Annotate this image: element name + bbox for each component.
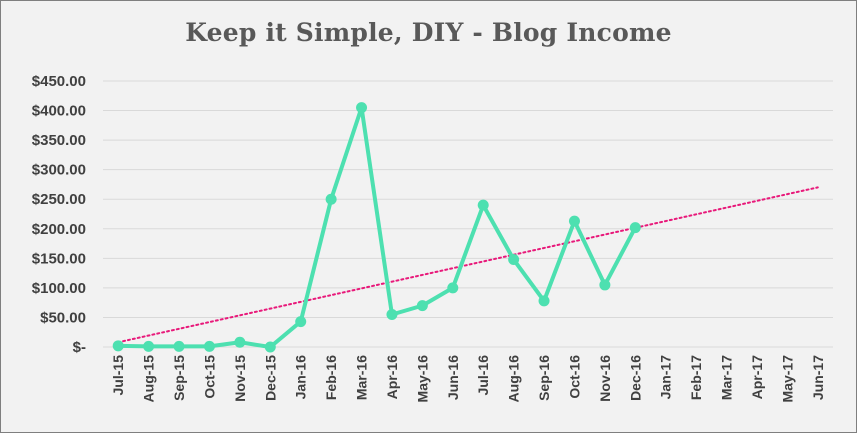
data-point <box>386 308 398 320</box>
series-line <box>116 105 638 349</box>
x-tick-label: Aug-15 <box>141 355 157 403</box>
x-tick-label: Feb-16 <box>323 355 339 400</box>
y-tick-label: $450.00 <box>32 73 86 90</box>
x-tick-label: Sep-15 <box>171 355 187 401</box>
x-tick-label: Jan-17 <box>658 355 674 400</box>
data-point <box>112 340 124 352</box>
y-tick-label: $350.00 <box>32 132 86 149</box>
x-tick-label: Oct-16 <box>566 355 582 399</box>
y-tick-label: $250.00 <box>32 191 86 208</box>
data-point <box>264 341 276 353</box>
x-tick-label: Apr-17 <box>749 355 765 400</box>
data-point <box>538 295 550 307</box>
y-tick-label: $- <box>73 339 86 356</box>
trendline <box>117 186 819 344</box>
y-tick-label: $200.00 <box>32 221 86 238</box>
x-axis: Jul-15 Aug-15 Sep-15 Oct-15 Nov-15 Dec-15 Jan-… <box>110 355 826 403</box>
x-tick-label: Dec-16 <box>627 355 643 401</box>
x-tick-label: Dec-15 <box>262 355 278 401</box>
y-axis: $- $50.00 $100.00 $150.00 $200.00 $250.00 $300… <box>32 73 86 356</box>
trendline-layer <box>117 186 819 344</box>
data-point <box>599 279 611 291</box>
y-tick-label: $150.00 <box>32 250 86 267</box>
x-tick-label: Sep-16 <box>536 355 552 401</box>
x-tick-label: Mar-16 <box>354 355 370 400</box>
gridlines <box>103 80 833 348</box>
x-tick-label: Nov-16 <box>597 355 613 402</box>
x-tick-label: Jun-16 <box>445 355 461 400</box>
chart-title: Keep it Simple, DIY - Blog Income <box>185 18 672 47</box>
data-point <box>568 215 580 227</box>
data-point <box>143 340 155 352</box>
y-tick-label: $300.00 <box>32 162 86 179</box>
x-tick-label: May-16 <box>414 355 430 403</box>
data-point <box>356 102 368 114</box>
data-point <box>203 340 215 352</box>
data-point <box>629 222 641 234</box>
x-tick-label: Apr-16 <box>384 355 400 400</box>
x-tick-label: Nov-15 <box>232 355 248 402</box>
x-tick-label: May-17 <box>779 355 795 403</box>
x-tick-label: Jul-16 <box>475 355 491 396</box>
y-tick-label: $100.00 <box>32 280 86 297</box>
x-tick-label: Mar-17 <box>719 355 735 400</box>
data-point <box>447 282 459 294</box>
y-tick-label: $400.00 <box>32 103 86 120</box>
data-point <box>416 300 428 312</box>
x-tick-label: Feb-17 <box>688 355 704 400</box>
data-point <box>173 340 185 352</box>
data-point <box>295 316 307 328</box>
x-tick-label: Oct-15 <box>201 355 217 399</box>
data-point <box>477 199 489 211</box>
x-tick-label: Jan-16 <box>293 355 309 400</box>
data-point <box>234 336 246 348</box>
series-layer <box>112 102 641 353</box>
data-point <box>508 254 520 266</box>
x-tick-label: Aug-16 <box>506 355 522 403</box>
data-point <box>325 193 337 205</box>
x-tick-label: Jul-15 <box>110 355 126 396</box>
x-tick-label: Jun-17 <box>810 355 826 400</box>
y-tick-label: $50.00 <box>40 309 86 326</box>
